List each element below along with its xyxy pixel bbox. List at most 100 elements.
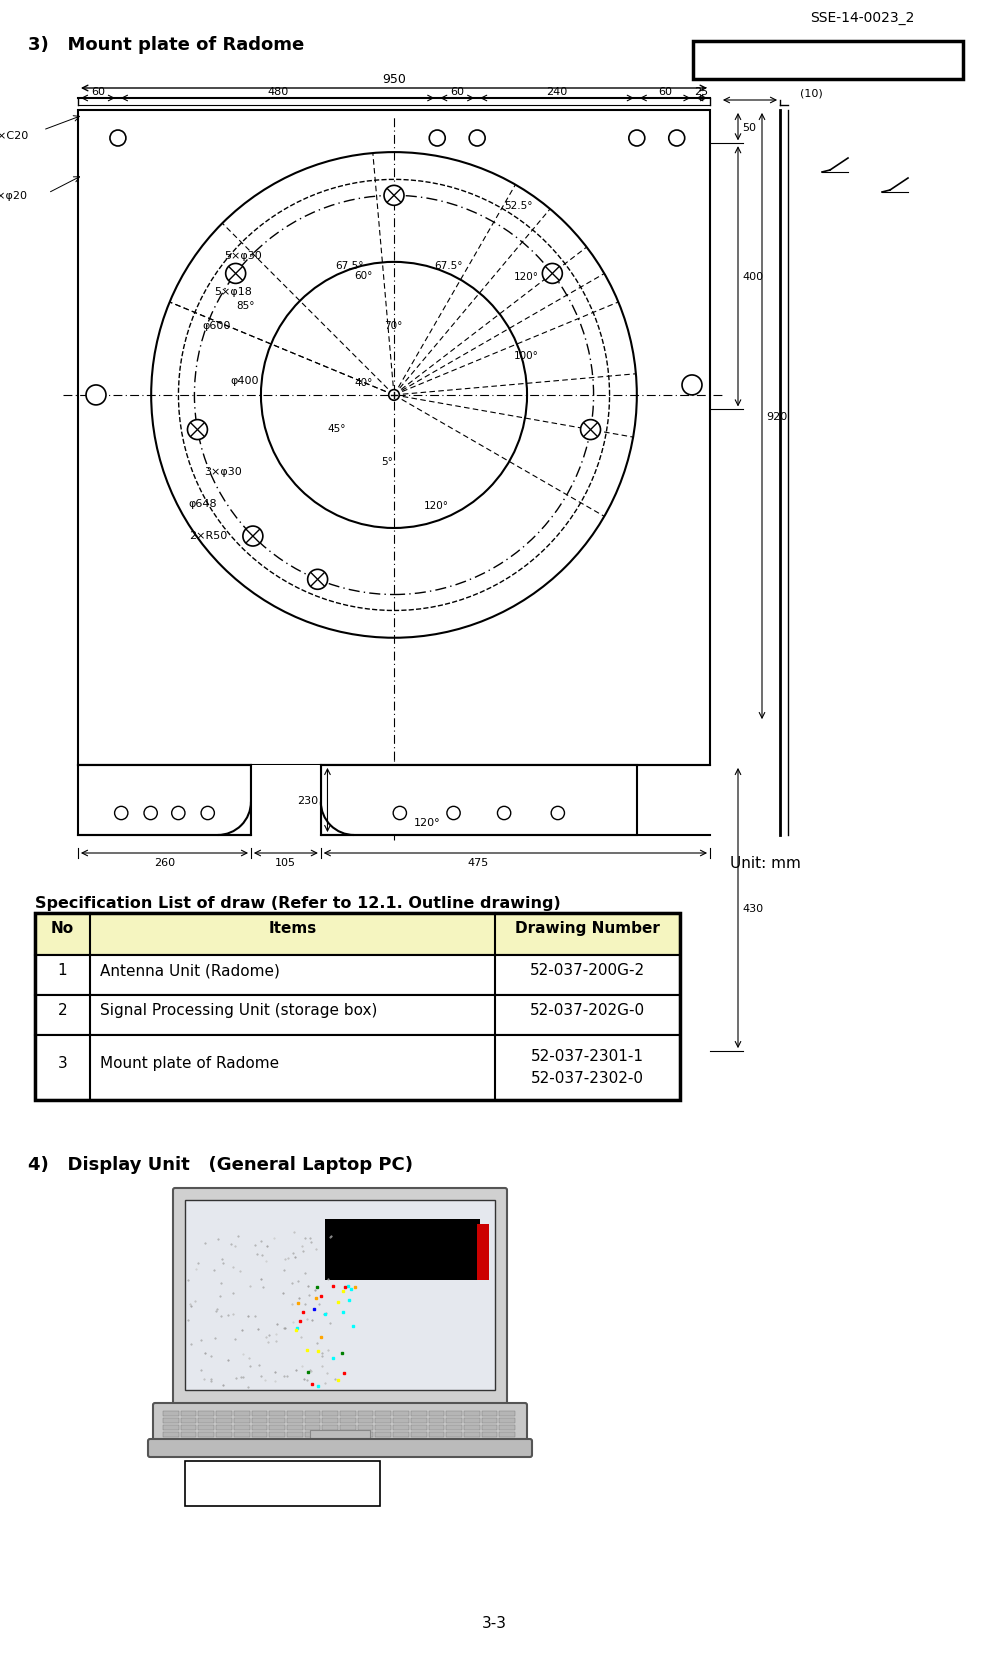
Circle shape	[669, 131, 685, 147]
Circle shape	[551, 808, 564, 821]
Bar	[499, 1425, 515, 1430]
Text: φ648: φ648	[189, 498, 217, 508]
FancyBboxPatch shape	[153, 1403, 527, 1445]
Text: 120°: 120°	[424, 500, 449, 510]
Bar	[199, 1418, 214, 1423]
Bar	[269, 1425, 285, 1430]
Bar	[304, 1412, 320, 1417]
Bar	[481, 1412, 497, 1417]
Bar	[375, 1418, 391, 1423]
Text: 45°: 45°	[327, 424, 346, 434]
Bar	[322, 1432, 338, 1437]
Bar	[35, 955, 680, 995]
Bar	[216, 1412, 232, 1417]
Text: 67.5°: 67.5°	[434, 261, 462, 271]
Text: Antenna Unit (Radome): Antenna Unit (Radome)	[100, 963, 280, 978]
Text: Signal Processing Unit (storage box): Signal Processing Unit (storage box)	[100, 1003, 377, 1018]
Text: Unit: mm: Unit: mm	[730, 856, 801, 871]
Text: 52-037-2302-0: 52-037-2302-0	[531, 1071, 644, 1086]
Bar	[181, 1412, 197, 1417]
Bar	[163, 1425, 179, 1430]
Text: 52-037-200G-2: 52-037-200G-2	[530, 963, 645, 978]
Bar	[393, 1432, 409, 1437]
Text: 50: 50	[742, 122, 756, 132]
Text: 240: 240	[546, 88, 568, 98]
Text: 25: 25	[695, 88, 708, 98]
Bar	[375, 1432, 391, 1437]
Text: 475: 475	[468, 857, 489, 867]
Circle shape	[115, 808, 127, 821]
Circle shape	[144, 808, 157, 821]
Bar	[464, 1432, 479, 1437]
Text: Items: Items	[269, 920, 316, 937]
Bar	[287, 1425, 302, 1430]
Bar	[340, 1425, 356, 1430]
Text: SSE-14-0023_2: SSE-14-0023_2	[810, 12, 914, 25]
Bar	[411, 1432, 427, 1437]
Bar	[269, 1418, 285, 1423]
Bar	[393, 1412, 409, 1417]
Bar	[358, 1432, 373, 1437]
Circle shape	[86, 386, 106, 405]
Bar	[375, 1425, 391, 1430]
Circle shape	[682, 376, 702, 396]
Bar	[304, 1418, 320, 1423]
Bar	[199, 1412, 214, 1417]
Circle shape	[393, 808, 406, 821]
Bar	[163, 1432, 179, 1437]
Circle shape	[384, 187, 404, 207]
Text: 120°: 120°	[414, 818, 441, 828]
Text: 3: 3	[57, 1056, 67, 1071]
Text: φ600: φ600	[203, 321, 231, 331]
Text: 5°: 5°	[380, 457, 392, 467]
Bar	[310, 1430, 370, 1442]
Bar	[464, 1425, 479, 1430]
Bar	[163, 1418, 179, 1423]
Circle shape	[202, 808, 214, 821]
Bar	[35, 914, 680, 955]
Bar	[199, 1425, 214, 1430]
Bar	[499, 1432, 515, 1437]
Bar	[78, 766, 251, 836]
Text: 480: 480	[267, 88, 288, 98]
Bar	[216, 1418, 232, 1423]
Text: 60: 60	[658, 88, 672, 98]
Circle shape	[110, 131, 125, 147]
Text: 3)   Mount plate of Radome: 3) Mount plate of Radome	[28, 36, 304, 55]
Circle shape	[628, 131, 645, 147]
Text: 67.5°: 67.5°	[336, 261, 364, 271]
Bar	[216, 1432, 232, 1437]
Text: 105: 105	[275, 857, 296, 867]
Bar	[429, 1412, 445, 1417]
Bar	[252, 1425, 267, 1430]
Text: 1: 1	[57, 963, 67, 978]
Bar	[234, 1418, 250, 1423]
Bar	[287, 1412, 302, 1417]
Bar	[234, 1412, 250, 1417]
Bar	[181, 1432, 197, 1437]
Bar	[269, 1412, 285, 1417]
Text: (10): (10)	[800, 88, 823, 98]
Bar	[447, 1412, 462, 1417]
Bar	[358, 1425, 373, 1430]
Text: 230: 230	[297, 796, 318, 806]
Bar	[393, 1425, 409, 1430]
Bar	[321, 766, 637, 836]
Circle shape	[429, 131, 446, 147]
Text: Specification List of draw (Refer to 12.1. Outline drawing): Specification List of draw (Refer to 12.…	[35, 895, 561, 910]
Bar	[481, 1425, 497, 1430]
Bar	[324, 1220, 479, 1279]
Bar	[447, 1418, 462, 1423]
Text: 430: 430	[742, 904, 763, 914]
Bar	[185, 1461, 380, 1506]
Bar	[252, 1418, 267, 1423]
Bar	[340, 1432, 356, 1437]
Bar	[287, 1432, 302, 1437]
Bar	[181, 1425, 197, 1430]
Bar	[358, 1412, 373, 1417]
Text: 5×φ30: 5×φ30	[224, 252, 262, 261]
Circle shape	[497, 808, 511, 821]
Text: e.g.  52−037−2302−0: e.g. 52−037−2302−0	[725, 56, 931, 74]
Circle shape	[172, 808, 185, 821]
Circle shape	[447, 808, 460, 821]
